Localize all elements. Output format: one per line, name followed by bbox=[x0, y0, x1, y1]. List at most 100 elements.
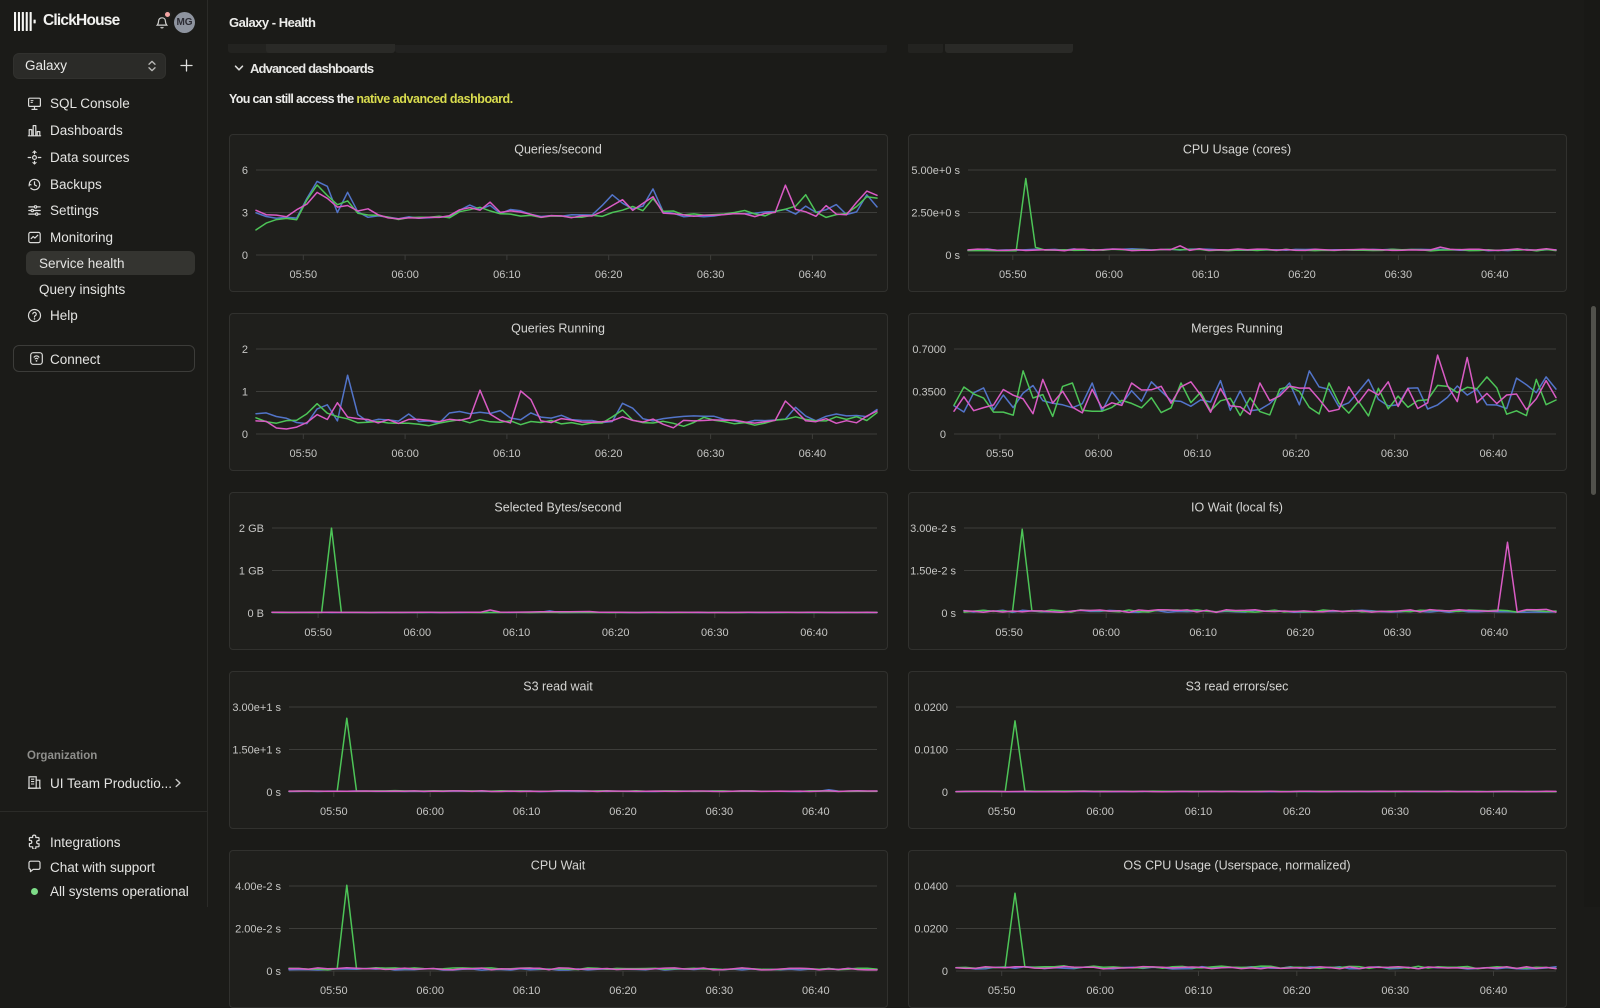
svg-text:06:40: 06:40 bbox=[1480, 985, 1508, 997]
svg-text:3.00e-2 s: 3.00e-2 s bbox=[910, 523, 956, 535]
svg-text:6: 6 bbox=[242, 165, 248, 177]
svg-text:06:00: 06:00 bbox=[416, 985, 444, 997]
svg-text:Queries/second: Queries/second bbox=[514, 143, 602, 157]
svg-text:06:10: 06:10 bbox=[513, 985, 541, 997]
svg-text:06:30: 06:30 bbox=[706, 806, 734, 818]
svg-text:06:20: 06:20 bbox=[1283, 806, 1311, 818]
svg-text:06:10: 06:10 bbox=[1189, 627, 1217, 639]
svg-text:4.00e-2 s: 4.00e-2 s bbox=[235, 881, 281, 893]
svg-text:06:20: 06:20 bbox=[595, 269, 623, 281]
svg-text:0: 0 bbox=[242, 250, 248, 262]
svg-text:2 GB: 2 GB bbox=[239, 523, 264, 535]
svg-text:0 s: 0 s bbox=[945, 250, 960, 262]
svg-text:06:00: 06:00 bbox=[1095, 269, 1123, 281]
svg-text:06:00: 06:00 bbox=[404, 627, 432, 639]
svg-text:0 s: 0 s bbox=[941, 608, 956, 620]
svg-text:0.0400: 0.0400 bbox=[914, 881, 948, 893]
svg-text:OS CPU Usage (Userspace, norma: OS CPU Usage (Userspace, normalized) bbox=[1123, 859, 1350, 873]
svg-text:0 s: 0 s bbox=[266, 966, 281, 978]
svg-text:05:50: 05:50 bbox=[999, 269, 1027, 281]
svg-text:06:40: 06:40 bbox=[1481, 269, 1509, 281]
svg-text:05:50: 05:50 bbox=[290, 269, 318, 281]
svg-text:0.0200: 0.0200 bbox=[914, 702, 948, 714]
svg-text:06:10: 06:10 bbox=[1185, 985, 1213, 997]
svg-text:5.00e+0 s: 5.00e+0 s bbox=[911, 165, 960, 177]
svg-text:06:20: 06:20 bbox=[1283, 985, 1311, 997]
svg-text:3: 3 bbox=[242, 207, 248, 219]
svg-text:06:30: 06:30 bbox=[1384, 627, 1412, 639]
svg-text:0: 0 bbox=[942, 966, 948, 978]
svg-text:06:00: 06:00 bbox=[1086, 985, 1114, 997]
svg-text:05:50: 05:50 bbox=[290, 448, 318, 460]
svg-text:1.50e-2 s: 1.50e-2 s bbox=[910, 565, 956, 577]
svg-text:CPU Usage (cores): CPU Usage (cores) bbox=[1183, 143, 1291, 157]
svg-text:0.0100: 0.0100 bbox=[914, 744, 948, 756]
svg-text:06:00: 06:00 bbox=[391, 269, 419, 281]
svg-text:06:40: 06:40 bbox=[1480, 806, 1508, 818]
svg-text:0.0200: 0.0200 bbox=[914, 923, 948, 935]
svg-text:06:20: 06:20 bbox=[602, 627, 630, 639]
svg-text:06:40: 06:40 bbox=[799, 269, 827, 281]
svg-text:06:30: 06:30 bbox=[1381, 806, 1409, 818]
svg-text:06:00: 06:00 bbox=[416, 806, 444, 818]
svg-text:05:50: 05:50 bbox=[304, 627, 332, 639]
svg-text:06:40: 06:40 bbox=[800, 627, 828, 639]
svg-text:06:40: 06:40 bbox=[1481, 627, 1509, 639]
svg-text:2.50e+0 s: 2.50e+0 s bbox=[911, 207, 960, 219]
svg-text:06:30: 06:30 bbox=[1385, 269, 1413, 281]
svg-text:06:00: 06:00 bbox=[1092, 627, 1120, 639]
svg-text:06:20: 06:20 bbox=[1288, 269, 1316, 281]
svg-text:0 B: 0 B bbox=[247, 608, 264, 620]
svg-text:05:50: 05:50 bbox=[986, 448, 1014, 460]
svg-text:1 GB: 1 GB bbox=[239, 565, 264, 577]
svg-text:0: 0 bbox=[242, 429, 248, 441]
svg-text:06:30: 06:30 bbox=[701, 627, 729, 639]
svg-text:06:20: 06:20 bbox=[609, 806, 637, 818]
svg-text:Queries Running: Queries Running bbox=[511, 322, 605, 336]
svg-text:05:50: 05:50 bbox=[995, 627, 1023, 639]
svg-text:05:50: 05:50 bbox=[320, 806, 348, 818]
svg-text:06:20: 06:20 bbox=[1287, 627, 1315, 639]
svg-text:0.7000: 0.7000 bbox=[912, 344, 946, 356]
svg-text:06:40: 06:40 bbox=[802, 985, 830, 997]
svg-text:IO Wait (local fs): IO Wait (local fs) bbox=[1191, 501, 1283, 515]
svg-text:CPU Wait: CPU Wait bbox=[531, 859, 586, 873]
svg-text:2.00e-2 s: 2.00e-2 s bbox=[235, 923, 281, 935]
svg-text:06:10: 06:10 bbox=[1184, 448, 1212, 460]
svg-text:0.3500: 0.3500 bbox=[912, 386, 946, 398]
svg-text:05:50: 05:50 bbox=[988, 985, 1016, 997]
svg-text:2: 2 bbox=[242, 344, 248, 356]
svg-text:06:00: 06:00 bbox=[1086, 806, 1114, 818]
svg-text:Selected Bytes/second: Selected Bytes/second bbox=[494, 501, 621, 515]
svg-text:06:10: 06:10 bbox=[493, 269, 521, 281]
svg-text:0 s: 0 s bbox=[266, 787, 281, 799]
svg-text:S3 read errors/sec: S3 read errors/sec bbox=[1186, 680, 1289, 694]
svg-text:06:10: 06:10 bbox=[493, 448, 521, 460]
svg-text:06:30: 06:30 bbox=[697, 448, 725, 460]
svg-text:06:20: 06:20 bbox=[1282, 448, 1310, 460]
svg-text:06:40: 06:40 bbox=[802, 806, 830, 818]
svg-text:06:40: 06:40 bbox=[799, 448, 827, 460]
svg-text:06:30: 06:30 bbox=[697, 269, 725, 281]
svg-text:06:20: 06:20 bbox=[609, 985, 637, 997]
svg-text:S3 read wait: S3 read wait bbox=[523, 680, 593, 694]
svg-text:1: 1 bbox=[242, 386, 248, 398]
svg-text:0: 0 bbox=[942, 787, 948, 799]
svg-text:06:00: 06:00 bbox=[391, 448, 419, 460]
svg-text:06:10: 06:10 bbox=[513, 806, 541, 818]
svg-text:06:20: 06:20 bbox=[595, 448, 623, 460]
svg-text:06:00: 06:00 bbox=[1085, 448, 1113, 460]
svg-text:0: 0 bbox=[940, 429, 946, 441]
svg-text:06:30: 06:30 bbox=[706, 985, 734, 997]
svg-text:06:40: 06:40 bbox=[1480, 448, 1508, 460]
svg-text:05:50: 05:50 bbox=[988, 806, 1016, 818]
svg-text:06:30: 06:30 bbox=[1381, 448, 1409, 460]
svg-text:3.00e+1 s: 3.00e+1 s bbox=[232, 702, 281, 714]
svg-text:06:10: 06:10 bbox=[1185, 806, 1213, 818]
svg-text:06:10: 06:10 bbox=[503, 627, 531, 639]
svg-text:Merges Running: Merges Running bbox=[1191, 322, 1283, 336]
svg-text:06:10: 06:10 bbox=[1192, 269, 1220, 281]
svg-text:1.50e+1 s: 1.50e+1 s bbox=[232, 744, 281, 756]
svg-text:06:30: 06:30 bbox=[1381, 985, 1409, 997]
svg-text:05:50: 05:50 bbox=[320, 985, 348, 997]
